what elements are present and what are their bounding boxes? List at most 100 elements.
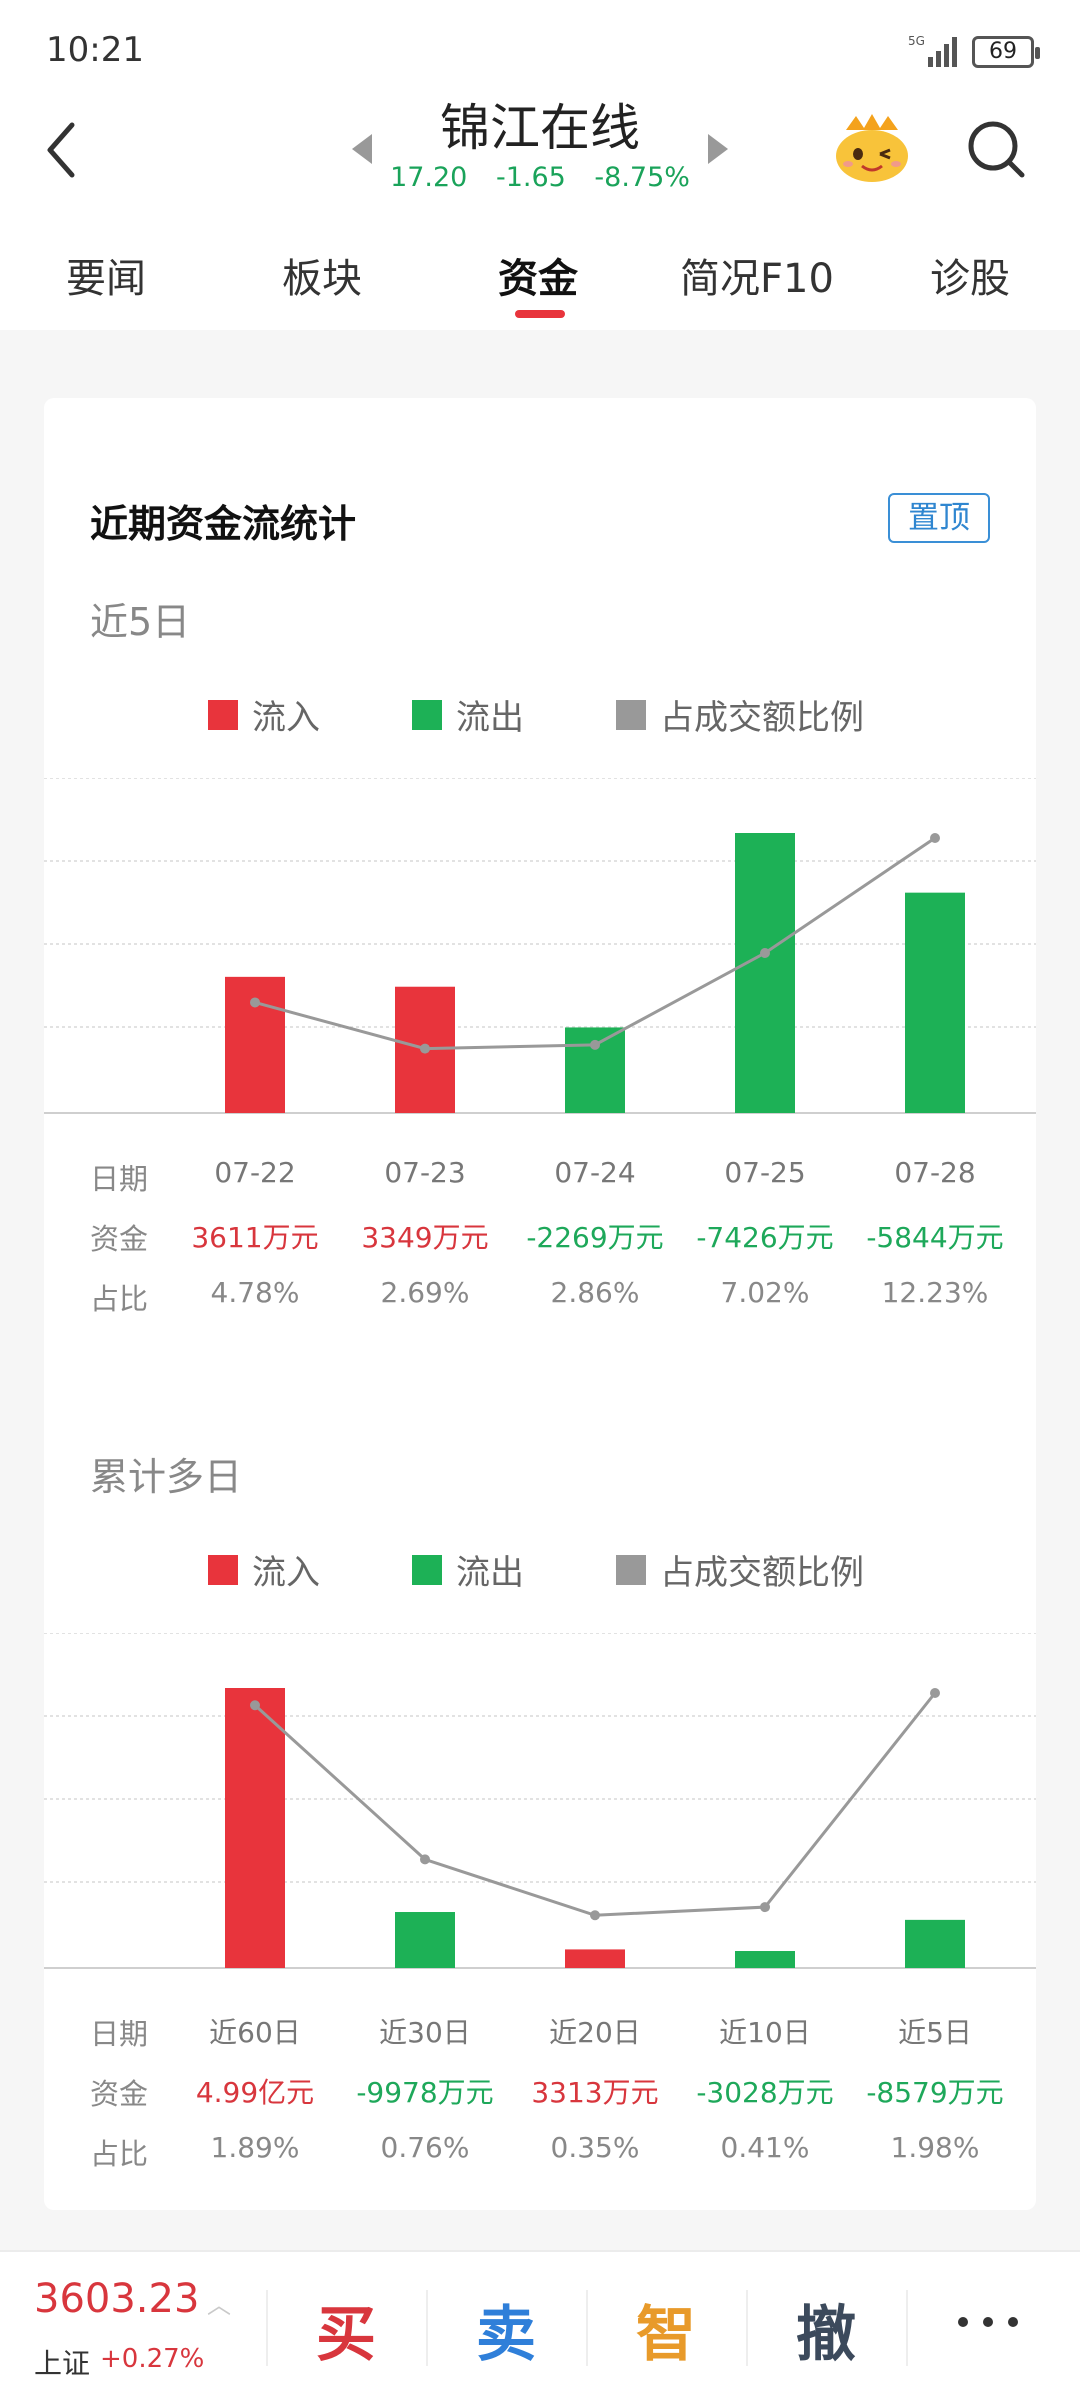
more-button[interactable] (955, 2312, 1021, 2336)
index-change: +0.27% (100, 2344, 205, 2374)
ratio-cell: 1.98% (890, 2131, 980, 2164)
search-icon (968, 121, 1025, 178)
legend-ratio-label: 占成交额比例 (660, 1553, 864, 1593)
search-button[interactable] (962, 115, 1032, 185)
date-cell: 07-23 (384, 1156, 466, 1189)
ratio-point-近60日 (250, 1700, 260, 1711)
ratio-point-07-22 (250, 997, 260, 1008)
mascot-icon[interactable] (832, 112, 912, 184)
tab-bar: 要闻 板块 资金 简况F10 诊股 (0, 240, 1080, 330)
chevron-up-icon[interactable]: ︿ (207, 2291, 231, 2319)
fund-cell: -8579万元 (866, 2076, 1004, 2109)
ratio-cell: 2.69% (380, 1276, 470, 1309)
status-bar: 10:21 5G 69 (0, 0, 1080, 95)
stock-change-pct: -8.75% (594, 162, 690, 193)
legend-inflow-swatch (208, 700, 238, 730)
fund-flow-chart-multi (44, 1633, 1036, 1969)
pin-to-top-button[interactable]: 置顶 (888, 493, 990, 543)
row-head-fund: 资金 (90, 1222, 149, 1256)
fund-cell: 3349万元 (361, 1221, 489, 1254)
ratio-cell: 2.86% (550, 1276, 640, 1309)
date-cell: 近30日 (379, 2016, 471, 2049)
bar-近5日 (905, 1919, 965, 1968)
section-title-5d: 近5日 (90, 600, 191, 644)
fund-cell: -7426万元 (696, 1221, 834, 1254)
battery-icon: 69 (972, 36, 1040, 68)
tab-sector[interactable]: 板块 (282, 256, 362, 302)
fund-flow-chart-5d (44, 778, 1036, 1114)
date-cell: 近10日 (719, 2016, 811, 2049)
ratio-cell: 0.76% (380, 2131, 470, 2164)
ratio-point-近30日 (420, 1854, 430, 1865)
legend-ratio-label: 占成交额比例 (660, 698, 864, 738)
back-button[interactable] (40, 115, 90, 185)
fund-cell: -3028万元 (696, 2076, 834, 2109)
bar-近60日 (225, 1688, 285, 1968)
ratio-point-近5日 (930, 1688, 940, 1698)
more-dots-icon (958, 2317, 1018, 2327)
date-cell: 近20日 (549, 2016, 641, 2049)
legend-outflow-swatch (412, 700, 442, 730)
chart-legend-multi: 流入 流出 占成交额比例 (44, 1545, 1036, 1595)
prev-stock-icon[interactable] (350, 132, 374, 166)
divider (746, 2290, 748, 2366)
bar-07-22 (225, 976, 285, 1113)
legend-outflow-swatch (412, 1555, 442, 1585)
ratio-point-07-23 (420, 1043, 430, 1054)
ratio-cell: 0.35% (550, 2131, 640, 2164)
network-label: 5G (908, 34, 925, 48)
bar-近30日 (395, 1912, 455, 1968)
section-title-multi: 累计多日 (90, 1455, 243, 1499)
bar-近20日 (565, 1949, 625, 1968)
fund-cell: 3611万元 (191, 1221, 319, 1254)
ratio-point-07-24 (590, 1039, 600, 1050)
legend-ratio-swatch (616, 700, 646, 730)
index-name: 上证 (34, 2347, 91, 2380)
ratio-point-07-28 (930, 833, 940, 843)
sell-button[interactable]: 卖 (476, 2300, 536, 2370)
buy-button[interactable]: 买 (316, 2300, 376, 2370)
date-cell: 近60日 (209, 2016, 301, 2049)
tab-news[interactable]: 要闻 (66, 256, 146, 302)
tab-f10[interactable]: 简况F10 (680, 256, 834, 302)
fund-cell: -2269万元 (526, 1221, 664, 1254)
divider (426, 2290, 428, 2366)
fund-cell: -5844万元 (866, 1221, 1004, 1254)
cancel-order-button[interactable]: 撤 (796, 2300, 856, 2370)
signal-icon: 5G (908, 33, 964, 73)
tab-funds[interactable]: 资金 (498, 256, 578, 302)
legend-outflow-label: 流出 (456, 698, 524, 738)
divider (266, 2290, 268, 2366)
legend-outflow-label: 流出 (456, 1553, 524, 1593)
status-time: 10:21 (46, 30, 144, 70)
chevron-left-icon (47, 122, 75, 178)
tab-diagnosis[interactable]: 诊股 (930, 256, 1010, 302)
bottom-trade-bar: 3603.23 ︿ 上证 +0.27% 买 卖 智 撤 (0, 2250, 1080, 2400)
legend-inflow-label: 流入 (252, 698, 320, 738)
legend-ratio-swatch (616, 1555, 646, 1585)
date-cell: 07-28 (894, 1156, 976, 1189)
stock-quote: 17.20 -1.65 -8.75% (330, 162, 750, 193)
top-header: 10:21 5G 69 锦江在线 17.20 -1.65 -8.75% (0, 0, 1080, 330)
divider (906, 2290, 908, 2366)
next-stock-icon[interactable] (706, 132, 730, 166)
divider (586, 2290, 588, 2366)
ratio-cell: 12.23% (881, 1276, 989, 1309)
chart-legend-5d: 流入 流出 占成交额比例 (44, 690, 1036, 740)
row-head-date: 日期 (90, 2017, 149, 2051)
smart-button[interactable]: 智 (636, 2300, 696, 2370)
ratio-cell: 0.41% (720, 2131, 810, 2164)
bar-07-28 (905, 892, 965, 1113)
fund-cell: 3313万元 (531, 2076, 659, 2109)
date-cell: 07-24 (554, 1156, 636, 1189)
stock-change: -1.65 (495, 162, 566, 193)
stock-name: 锦江在线 (440, 99, 640, 157)
card-title: 近期资金流统计 (90, 502, 357, 546)
ratio-cell: 4.78% (210, 1276, 300, 1309)
active-tab-indicator (515, 310, 565, 318)
row-head-date: 日期 (90, 1162, 149, 1196)
legend-inflow-label: 流入 (252, 1553, 320, 1593)
ratio-cell: 7.02% (720, 1276, 810, 1309)
legend-inflow-swatch (208, 1555, 238, 1585)
index-value[interactable]: 3603.23 (34, 2276, 200, 2322)
